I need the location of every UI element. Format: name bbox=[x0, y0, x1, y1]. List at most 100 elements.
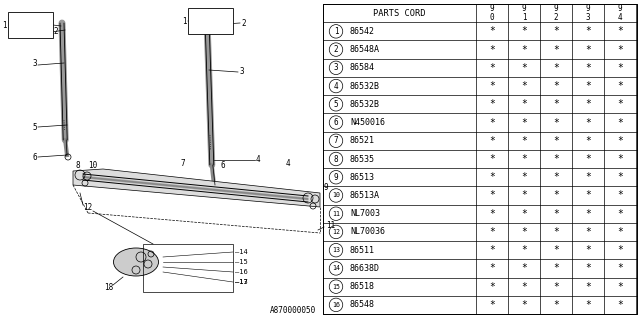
Text: 16: 16 bbox=[332, 302, 340, 308]
Text: *: * bbox=[521, 227, 527, 237]
Text: 15: 15 bbox=[332, 284, 340, 290]
Text: 3: 3 bbox=[33, 60, 37, 68]
Text: 86535: 86535 bbox=[350, 155, 375, 164]
Text: *: * bbox=[617, 136, 623, 146]
Text: *: * bbox=[521, 26, 527, 36]
Text: *: * bbox=[617, 81, 623, 91]
Text: 18: 18 bbox=[104, 283, 113, 292]
Text: *: * bbox=[553, 245, 559, 255]
Text: 86542: 86542 bbox=[350, 27, 375, 36]
Text: 9
4: 9 4 bbox=[618, 4, 622, 22]
Text: 86548: 86548 bbox=[350, 300, 375, 309]
Text: 86584: 86584 bbox=[350, 63, 375, 72]
Text: 10: 10 bbox=[332, 192, 340, 198]
Text: 11: 11 bbox=[326, 220, 335, 229]
Text: *: * bbox=[585, 44, 591, 55]
Text: 86532B: 86532B bbox=[350, 100, 380, 109]
Text: *: * bbox=[585, 227, 591, 237]
Text: *: * bbox=[617, 190, 623, 200]
Text: *: * bbox=[617, 300, 623, 310]
Text: *: * bbox=[489, 300, 495, 310]
Text: 12: 12 bbox=[83, 204, 92, 212]
Text: *: * bbox=[617, 227, 623, 237]
Text: *: * bbox=[489, 99, 495, 109]
Text: 2: 2 bbox=[333, 45, 339, 54]
Text: 4: 4 bbox=[256, 156, 260, 164]
Text: *: * bbox=[553, 300, 559, 310]
Text: *: * bbox=[585, 172, 591, 182]
Text: *: * bbox=[617, 99, 623, 109]
Text: *: * bbox=[489, 154, 495, 164]
Text: *: * bbox=[489, 63, 495, 73]
Ellipse shape bbox=[113, 248, 159, 276]
Text: 3: 3 bbox=[239, 67, 244, 76]
Text: *: * bbox=[585, 245, 591, 255]
Text: 9: 9 bbox=[323, 182, 328, 191]
Text: *: * bbox=[553, 172, 559, 182]
Bar bbox=[8, 12, 53, 38]
Text: 9
0: 9 0 bbox=[490, 4, 494, 22]
Text: *: * bbox=[489, 81, 495, 91]
Text: *: * bbox=[585, 263, 591, 273]
Text: 4: 4 bbox=[333, 82, 339, 91]
Text: *: * bbox=[553, 99, 559, 109]
Text: *: * bbox=[489, 245, 495, 255]
Text: 86513: 86513 bbox=[350, 173, 375, 182]
Text: *: * bbox=[617, 154, 623, 164]
Text: *: * bbox=[553, 154, 559, 164]
Text: —17: —17 bbox=[235, 279, 248, 285]
Text: —13: —13 bbox=[235, 279, 248, 285]
Text: 7: 7 bbox=[180, 158, 186, 167]
Text: *: * bbox=[521, 99, 527, 109]
Text: 14: 14 bbox=[332, 265, 340, 271]
Text: 7: 7 bbox=[333, 136, 339, 145]
Text: 12: 12 bbox=[332, 229, 340, 235]
Text: 5: 5 bbox=[333, 100, 339, 109]
Text: *: * bbox=[585, 154, 591, 164]
Text: *: * bbox=[553, 263, 559, 273]
Text: A870000050: A870000050 bbox=[269, 306, 316, 315]
Text: *: * bbox=[521, 245, 527, 255]
Text: *: * bbox=[553, 209, 559, 219]
Text: *: * bbox=[489, 209, 495, 219]
Text: *: * bbox=[521, 190, 527, 200]
Text: 9
2: 9 2 bbox=[554, 4, 558, 22]
Text: *: * bbox=[521, 154, 527, 164]
Text: *: * bbox=[489, 136, 495, 146]
Text: *: * bbox=[617, 63, 623, 73]
Text: *: * bbox=[585, 209, 591, 219]
Text: *: * bbox=[521, 81, 527, 91]
Text: 8: 8 bbox=[76, 161, 81, 170]
Bar bbox=[143, 244, 233, 292]
Text: *: * bbox=[553, 117, 559, 128]
Text: 6: 6 bbox=[221, 161, 225, 170]
Text: *: * bbox=[585, 99, 591, 109]
Text: *: * bbox=[585, 136, 591, 146]
Text: *: * bbox=[553, 63, 559, 73]
Text: *: * bbox=[489, 263, 495, 273]
Text: *: * bbox=[553, 282, 559, 292]
Text: 8: 8 bbox=[333, 155, 339, 164]
Text: 6: 6 bbox=[333, 118, 339, 127]
Text: *: * bbox=[617, 263, 623, 273]
Text: 9: 9 bbox=[333, 173, 339, 182]
Polygon shape bbox=[73, 169, 320, 207]
Text: 1: 1 bbox=[182, 17, 187, 26]
Text: 86548A: 86548A bbox=[350, 45, 380, 54]
Text: NL7003: NL7003 bbox=[350, 209, 380, 218]
Text: *: * bbox=[489, 117, 495, 128]
Bar bbox=[323, 4, 637, 314]
Text: —15: —15 bbox=[235, 259, 248, 265]
Text: PARTS CORD: PARTS CORD bbox=[373, 9, 426, 18]
Text: 5: 5 bbox=[33, 123, 37, 132]
Text: NL70036: NL70036 bbox=[350, 228, 385, 236]
Text: *: * bbox=[521, 300, 527, 310]
Text: —16: —16 bbox=[235, 269, 248, 275]
Text: *: * bbox=[585, 81, 591, 91]
Text: *: * bbox=[617, 172, 623, 182]
Text: 11: 11 bbox=[332, 211, 340, 217]
Text: 86638D: 86638D bbox=[350, 264, 380, 273]
Text: 1: 1 bbox=[333, 27, 339, 36]
Text: 86518: 86518 bbox=[350, 282, 375, 291]
Text: *: * bbox=[521, 209, 527, 219]
